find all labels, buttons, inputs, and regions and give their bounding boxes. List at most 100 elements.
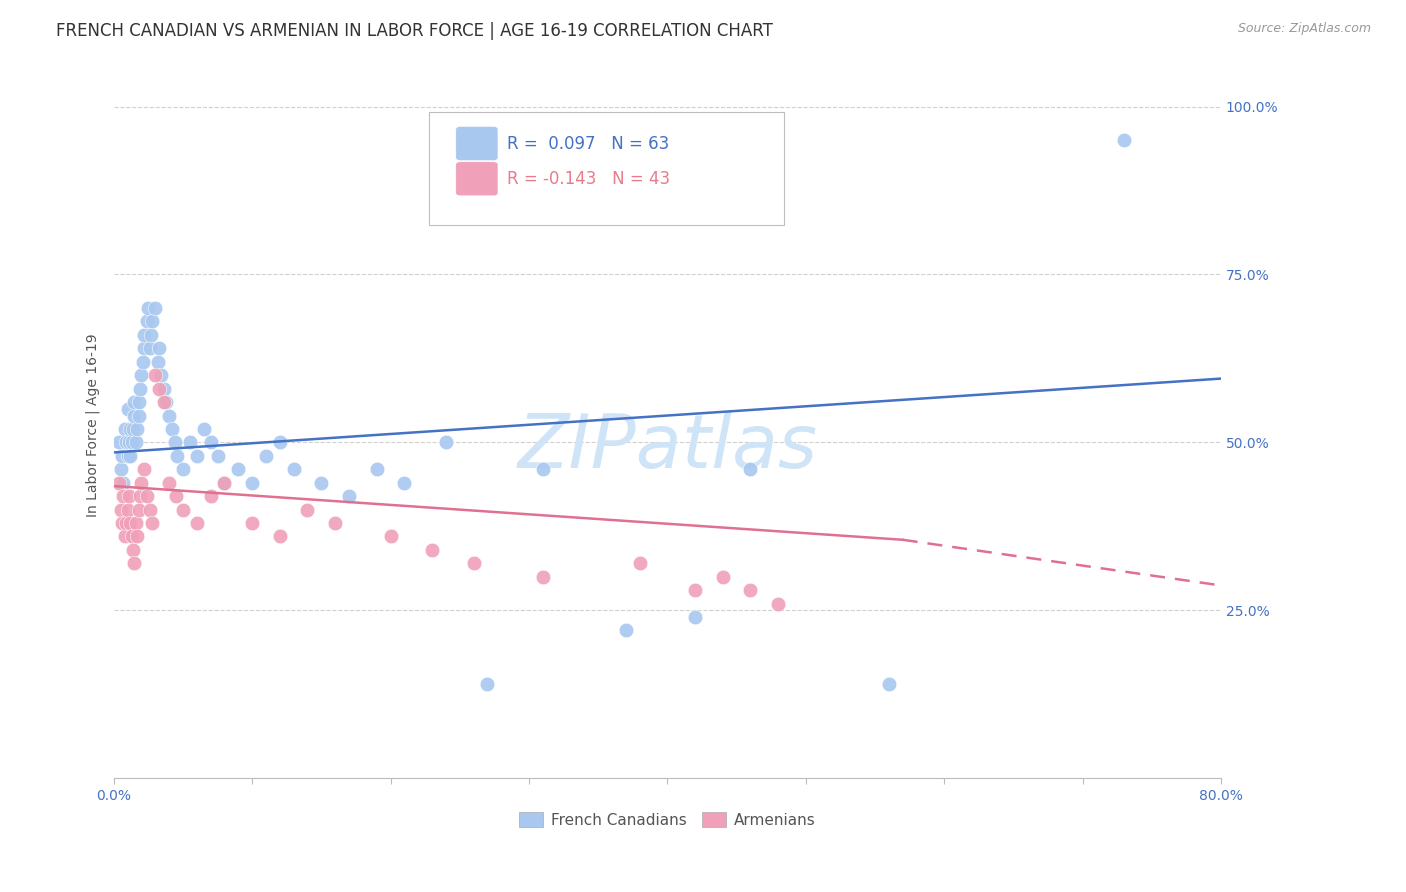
Point [711, 570, 734, 584]
Point [420, 542, 443, 557]
Point [165, 489, 187, 503]
Point [115, 435, 138, 450]
Point [226, 462, 249, 476]
Point [118, 489, 141, 503]
Point [240, 516, 263, 530]
Point [531, 570, 554, 584]
Y-axis label: In Labor Force | Age 16-19: In Labor Force | Age 16-19 [86, 334, 100, 517]
Point [127, 529, 149, 543]
Point [463, 556, 485, 570]
Point [117, 449, 139, 463]
Point [477, 677, 499, 691]
Point [1114, 133, 1136, 147]
Point [148, 342, 170, 356]
Point [143, 368, 166, 383]
Point [157, 475, 180, 490]
Point [124, 556, 146, 570]
Point [143, 301, 166, 315]
Point [112, 489, 135, 503]
Point [297, 502, 319, 516]
FancyBboxPatch shape [456, 127, 498, 161]
Point [766, 597, 789, 611]
FancyBboxPatch shape [429, 112, 783, 225]
Point [207, 449, 229, 463]
Point [172, 502, 194, 516]
Point [115, 516, 138, 530]
Point [149, 368, 172, 383]
Point [114, 529, 136, 543]
Text: Source: ZipAtlas.com: Source: ZipAtlas.com [1237, 22, 1371, 36]
Point [131, 475, 153, 490]
Point [129, 489, 152, 503]
Point [160, 422, 183, 436]
Point [740, 462, 762, 476]
Point [877, 677, 900, 691]
Point [131, 368, 153, 383]
Point [323, 516, 346, 530]
Point [683, 583, 706, 598]
Point [122, 542, 145, 557]
Point [531, 462, 554, 476]
Text: R = -0.143   N = 43: R = -0.143 N = 43 [506, 169, 669, 188]
Point [117, 401, 139, 416]
Point [152, 382, 174, 396]
Point [141, 516, 163, 530]
Point [146, 355, 169, 369]
Point [214, 475, 236, 490]
Point [380, 529, 402, 543]
Point [120, 422, 142, 436]
Point [114, 422, 136, 436]
Point [311, 475, 333, 490]
Point [110, 502, 132, 516]
Point [148, 382, 170, 396]
Point [683, 610, 706, 624]
Point [366, 462, 388, 476]
Point [337, 489, 360, 503]
Point [121, 529, 143, 543]
Point [138, 342, 160, 356]
Point [128, 395, 150, 409]
FancyBboxPatch shape [456, 161, 498, 195]
Text: FRENCH CANADIAN VS ARMENIAN IN LABOR FORCE | AGE 16-19 CORRELATION CHART: FRENCH CANADIAN VS ARMENIAN IN LABOR FOR… [56, 22, 773, 40]
Point [628, 556, 651, 570]
Point [139, 327, 162, 342]
Point [111, 516, 134, 530]
Point [394, 475, 416, 490]
Point [269, 435, 291, 450]
Point [128, 502, 150, 516]
Point [125, 435, 148, 450]
Point [125, 516, 148, 530]
Point [124, 395, 146, 409]
Point [163, 435, 186, 450]
Point [111, 449, 134, 463]
Point [179, 435, 201, 450]
Point [155, 395, 177, 409]
Point [108, 435, 131, 450]
Point [614, 624, 637, 638]
Point [120, 516, 142, 530]
Point [740, 583, 762, 598]
Point [157, 409, 180, 423]
Point [138, 502, 160, 516]
Point [193, 422, 215, 436]
Point [128, 409, 150, 423]
Point [254, 449, 277, 463]
Point [141, 314, 163, 328]
Text: ZIPatlas: ZIPatlas [517, 410, 817, 483]
Point [134, 342, 156, 356]
Point [127, 422, 149, 436]
Point [283, 462, 305, 476]
Point [117, 502, 139, 516]
Point [108, 475, 131, 490]
Point [132, 355, 155, 369]
Point [136, 301, 159, 315]
Point [269, 529, 291, 543]
Point [129, 382, 152, 396]
Point [118, 435, 141, 450]
Point [135, 489, 157, 503]
Point [186, 516, 208, 530]
Point [121, 435, 143, 450]
Point [240, 475, 263, 490]
Point [135, 314, 157, 328]
Point [134, 327, 156, 342]
